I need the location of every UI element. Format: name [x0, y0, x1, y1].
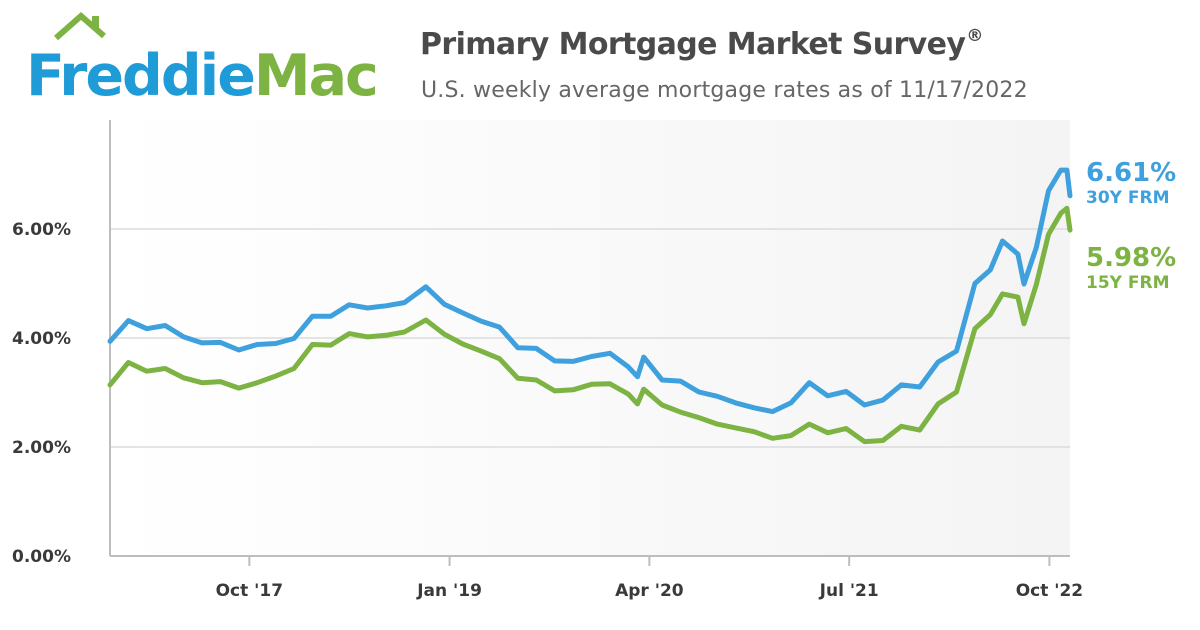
- x-tick-label: Jul '21: [819, 581, 879, 601]
- freddie-mac-logo: FreddieMac: [20, 10, 390, 110]
- grid-lines: [110, 228, 1070, 448]
- registered-mark: ®: [966, 26, 983, 46]
- logo-word-freddie: Freddie: [26, 43, 256, 109]
- series-label-15y: 15Y FRM: [1086, 273, 1170, 293]
- house-roof-icon: [54, 12, 106, 41]
- chart-title: Primary Mortgage Market Survey®: [420, 26, 983, 62]
- series-lines: [107, 167, 1073, 445]
- logo-wordmark: FreddieMac: [26, 43, 379, 109]
- y-tick-label: 4.00%: [12, 329, 71, 349]
- end-label-15y: 5.98% 15Y FRM: [1086, 243, 1176, 293]
- series-label-30y: 30Y FRM: [1086, 188, 1170, 208]
- end-value-15y: 5.98%: [1086, 243, 1177, 273]
- chart-subtitle: U.S. weekly average mortgage rates as of…: [421, 78, 1028, 103]
- chart-title-text: Primary Mortgage Market Survey: [420, 27, 966, 62]
- x-tick-label: Oct '22: [1016, 581, 1083, 601]
- x-tick-label: Jan '19: [416, 581, 482, 601]
- x-tick-label: Apr '20: [615, 581, 684, 601]
- series-line-30y-frm: [107, 167, 1073, 415]
- end-value-30y: 6.61%: [1086, 158, 1177, 188]
- y-tick-label: 2.00%: [12, 438, 71, 458]
- y-tick-label: 6.00%: [12, 220, 71, 240]
- logo-word-mac: Mac: [253, 43, 379, 109]
- y-axis-labels: 0.00% 2.00% 4.00% 6.00%: [12, 220, 71, 567]
- end-label-30y: 6.61% 30Y FRM: [1086, 158, 1176, 208]
- x-tick-label: Oct '17: [216, 581, 283, 601]
- y-tick-label: 0.00%: [12, 547, 71, 567]
- series-line-15y-frm: [107, 205, 1073, 445]
